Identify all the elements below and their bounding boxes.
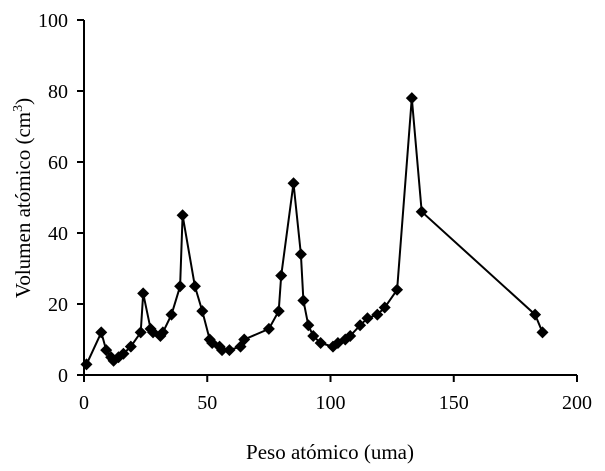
data-point <box>174 280 187 293</box>
data-point <box>223 344 236 357</box>
data-point <box>302 319 315 332</box>
data-point <box>297 294 310 307</box>
data-point <box>354 319 367 332</box>
tick-labels: 0 50 100 150 200 0 20 40 60 80 100 <box>38 10 592 414</box>
data-point <box>156 326 169 339</box>
data-point <box>361 312 374 325</box>
y-tick-label: 60 <box>48 152 68 174</box>
data-point <box>165 308 178 321</box>
data-point <box>196 305 209 318</box>
x-tick-label: 100 <box>316 392 346 414</box>
data-point <box>262 322 275 335</box>
data-point <box>536 326 549 339</box>
series-line <box>85 98 544 365</box>
data-point <box>238 333 251 346</box>
data-point <box>529 308 542 321</box>
data-point <box>272 305 285 318</box>
x-axis-title: Peso atómico (uma) <box>246 440 414 464</box>
y-tick-label: 80 <box>48 81 68 103</box>
data-point <box>100 344 113 357</box>
ticks <box>77 19 578 382</box>
data-point <box>188 280 201 293</box>
y-axis-title-suffix: ) <box>11 98 35 105</box>
y-tick-label: 20 <box>48 294 68 316</box>
data-point <box>80 358 93 371</box>
data-point <box>275 269 288 282</box>
data-point <box>287 177 300 190</box>
data-point <box>95 326 108 339</box>
x-tick-label: 200 <box>562 392 592 414</box>
data-point <box>371 308 384 321</box>
axes <box>83 20 577 376</box>
data-point <box>391 283 404 296</box>
y-axis-title: Volumen atómico (cm3) <box>11 98 35 298</box>
series <box>80 92 549 371</box>
data-point <box>216 344 229 357</box>
data-point <box>314 337 327 350</box>
y-axis-title-superscript: 3 <box>11 105 26 112</box>
x-tick-label: 150 <box>439 392 469 414</box>
data-point <box>405 92 418 105</box>
data-point <box>124 340 137 353</box>
y-axis-title-main: Volumen atómico (cm <box>11 112 35 298</box>
data-point <box>137 287 150 300</box>
data-point <box>134 326 147 339</box>
y-tick-label: 100 <box>38 10 68 32</box>
x-tick-label: 50 <box>197 392 217 414</box>
data-point <box>294 248 307 261</box>
data-point <box>176 209 189 222</box>
data-point <box>378 301 391 314</box>
data-point <box>117 347 130 360</box>
y-tick-label: 40 <box>48 223 68 245</box>
y-tick-label: 0 <box>58 365 68 387</box>
x-tick-label: 0 <box>79 392 89 414</box>
data-point <box>307 329 320 342</box>
data-point <box>415 205 428 218</box>
data-point <box>344 329 357 342</box>
